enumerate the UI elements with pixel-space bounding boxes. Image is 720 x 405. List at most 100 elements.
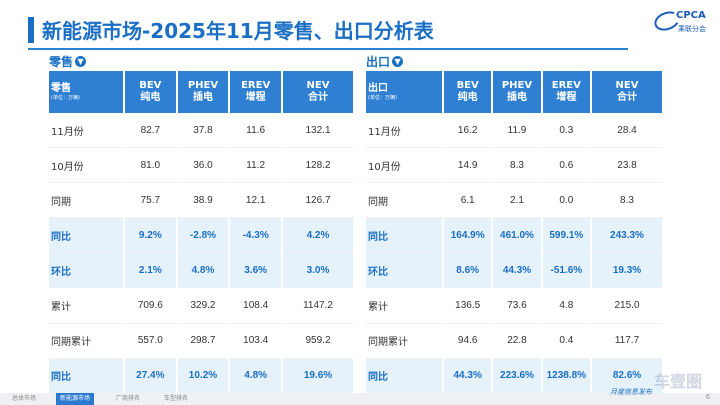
corner-cell: 零售 (单位：万辆) <box>49 71 123 113</box>
table-cell: 0.0 <box>542 183 590 219</box>
table-cell: 215.0 <box>592 288 662 324</box>
footer-tab-overall[interactable]: 总体市场 <box>12 395 37 402</box>
column-header: NEV 合计 <box>592 71 662 113</box>
row-label: 环比 <box>366 253 442 289</box>
table-cell: 94.6 <box>444 324 492 359</box>
footer-tab-nev[interactable]: 新能源市场 <box>56 393 95 405</box>
table-cell: 136.5 <box>444 288 492 324</box>
table-row: 同比 27.4% 10.2% 4.8% 19.6% <box>49 358 353 394</box>
table-cell: 4.8 <box>542 288 590 324</box>
table-cell: 19.3% <box>592 253 662 289</box>
table-cell: 243.3% <box>592 218 662 254</box>
row-label: 同期 <box>366 183 442 219</box>
table-cell: -2.8% <box>177 218 229 254</box>
table-cell: 38.9 <box>177 183 229 219</box>
table-cell: 75.7 <box>125 183 176 219</box>
table-cell: 4.8% <box>230 358 281 394</box>
row-label: 同比 <box>366 218 442 254</box>
table-cell: 6.1 <box>444 183 492 219</box>
table-cell: -51.6% <box>542 253 590 289</box>
table-row: 11月份 16.2 11.9 0.3 28.4 <box>366 113 662 149</box>
table-cell: 1147.2 <box>283 288 353 324</box>
table-cell: 3.6% <box>230 253 281 289</box>
export-section: 出口 ▼ 出口 (单位：万辆) BEV 纯电 PHEV 插电 EREV 增程 NEV 合计… <box>366 52 666 394</box>
table-cell: 11.6 <box>230 113 281 149</box>
table-cell: 128.2 <box>283 148 353 184</box>
table-row: 同期累计 94.6 22.8 0.4 117.7 <box>366 324 662 359</box>
export-table: 出口 (单位：万辆) BEV 纯电 PHEV 插电 EREV 增程 NEV 合计 11月份… <box>364 71 664 394</box>
row-label: 10月份 <box>49 148 123 184</box>
table-cell: 11.9 <box>493 113 541 149</box>
table-row: 同比 9.2% -2.8% -4.3% 4.2% <box>49 218 353 254</box>
table-row: 同期 6.1 2.1 0.0 8.3 <box>366 183 662 219</box>
page-number: 6 <box>706 394 710 401</box>
table-row: 环比 2.1% 4.8% 3.6% 3.0% <box>49 253 353 289</box>
column-header: NEV 合计 <box>283 71 353 113</box>
table-row: 10月份 81.0 36.0 11.2 128.2 <box>49 148 353 184</box>
row-label: 环比 <box>49 253 123 289</box>
row-label: 同比 <box>49 218 123 254</box>
row-label: 11月份 <box>366 113 442 149</box>
footer-tab-models[interactable]: 车型排名 <box>164 395 189 402</box>
row-label: 同期 <box>49 183 123 219</box>
retail-section: 零售 ▼ 零售 (单位：万辆) BEV 纯电 PHEV 插电 EREV 增程 NEV 合计… <box>49 52 357 394</box>
table-cell: -4.3% <box>230 218 281 254</box>
table-cell: 0.4 <box>542 324 590 359</box>
row-label: 累计 <box>366 288 442 324</box>
table-cell: 108.4 <box>230 288 281 324</box>
table-row: 10月份 14.9 8.3 0.6 23.8 <box>366 148 662 184</box>
arrow-down-icon[interactable]: ▼ <box>75 56 87 67</box>
footer-brand: 月度信息发布 <box>610 388 652 396</box>
table-row: 累计 709.6 329.2 108.4 1147.2 <box>49 288 353 324</box>
table-cell: 709.6 <box>125 288 176 324</box>
column-header: EREV 增程 <box>230 71 281 113</box>
row-label: 10月份 <box>366 148 442 184</box>
table-cell: 8.3 <box>493 148 541 184</box>
table-cell: 126.7 <box>283 183 353 219</box>
table-cell: 28.4 <box>592 113 662 149</box>
table-cell: 23.8 <box>592 148 662 184</box>
page-title: 新能源市场-2025年11月零售、出口分析表 <box>42 19 434 43</box>
table-cell: 329.2 <box>177 288 229 324</box>
table-row: 累计 136.5 73.6 4.8 215.0 <box>366 288 662 324</box>
table-cell: 44.3% <box>444 358 492 394</box>
table-cell: 16.2 <box>444 113 492 149</box>
row-label: 累计 <box>49 288 123 324</box>
table-cell: 2.1 <box>493 183 541 219</box>
table-row: 同比 164.9% 461.0% 599.1% 243.3% <box>366 218 662 254</box>
column-header: BEV 纯电 <box>125 71 176 113</box>
footer-nav: 总体市场 新能源市场 厂商排名 车型排名 <box>0 393 720 405</box>
export-section-label[interactable]: 出口 ▼ <box>366 52 666 71</box>
corner-cell: 出口 (单位：万辆) <box>366 71 442 113</box>
table-header-row: 出口 (单位：万辆) BEV 纯电 PHEV 插电 EREV 增程 NEV 合计 <box>366 71 662 113</box>
retail-section-label[interactable]: 零售 ▼ <box>49 52 357 71</box>
table-cell: 0.6 <box>542 148 590 184</box>
table-row: 11月份 82.7 37.8 11.6 132.1 <box>49 113 353 149</box>
title-bar: 新能源市场-2025年11月零售、出口分析表 CPCA 乘联分会 <box>0 0 720 52</box>
table-cell: 298.7 <box>177 324 229 359</box>
table-cell: 8.3 <box>592 183 662 219</box>
table-cell: 4.2% <box>283 218 353 254</box>
table-cell: 557.0 <box>125 324 176 359</box>
table-cell: 11.2 <box>230 148 281 184</box>
table-cell: 0.3 <box>542 113 590 149</box>
table-cell: 12.1 <box>230 183 281 219</box>
table-row: 同期累计 557.0 298.7 103.4 959.2 <box>49 324 353 359</box>
table-cell: 22.8 <box>493 324 541 359</box>
table-cell: 36.0 <box>177 148 229 184</box>
table-cell: 959.2 <box>283 324 353 359</box>
title-underline <box>28 48 628 50</box>
table-cell: 4.8% <box>177 253 229 289</box>
table-cell: 223.6% <box>493 358 541 394</box>
table-cell: 14.9 <box>444 148 492 184</box>
arrow-down-icon[interactable]: ▼ <box>392 56 404 67</box>
footer-tab-makers[interactable]: 厂商排名 <box>116 395 141 402</box>
table-row: 同期 75.7 38.9 12.1 126.7 <box>49 183 353 219</box>
table-header-row: 零售 (单位：万辆) BEV 纯电 PHEV 插电 EREV 增程 NEV 合计 <box>49 71 353 113</box>
row-label: 同比 <box>49 358 123 394</box>
column-header: BEV 纯电 <box>444 71 492 113</box>
table-cell: 461.0% <box>493 218 541 254</box>
row-label: 11月份 <box>49 113 123 149</box>
retail-table: 零售 (单位：万辆) BEV 纯电 PHEV 插电 EREV 增程 NEV 合计 11月份… <box>47 71 355 394</box>
cpca-logo: CPCA 乘联分会 <box>651 8 712 40</box>
